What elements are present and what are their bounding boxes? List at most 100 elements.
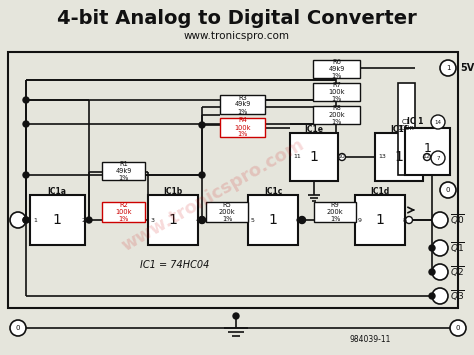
Bar [314,202,356,222]
Text: R2
100k
1%: R2 100k 1% [115,202,132,222]
Bar [313,106,360,124]
Text: 3: 3 [151,218,155,223]
Bar [313,60,360,78]
Circle shape [23,172,29,178]
Text: 9: 9 [358,218,362,223]
Text: 5V: 5V [460,63,474,73]
Circle shape [299,217,306,224]
Bar [220,95,265,114]
Circle shape [432,240,448,256]
Circle shape [10,212,26,228]
Text: 13: 13 [378,154,386,159]
Circle shape [432,212,448,228]
Text: IC1c: IC1c [264,187,282,197]
Circle shape [429,245,435,251]
Text: R3
49k9
1%: R3 49k9 1% [234,94,251,115]
Text: R7
100k
1%: R7 100k 1% [328,82,345,102]
Text: 7: 7 [436,155,440,160]
Text: 1: 1 [33,218,37,223]
Bar [206,202,248,222]
Text: 1: 1 [446,65,450,71]
Text: IC 1: IC 1 [407,118,423,126]
Bar [148,195,198,245]
Text: 1: 1 [375,213,384,227]
Text: 1: 1 [310,150,319,164]
Text: 0: 0 [446,187,450,193]
Text: $\overline{Q2}$: $\overline{Q2}$ [450,264,465,279]
Text: 12: 12 [422,154,430,159]
Text: www.tronicspro.com: www.tronicspro.com [184,31,290,41]
Text: $\overline{Q0}$: $\overline{Q0}$ [450,213,465,228]
Bar [102,162,145,180]
Circle shape [338,153,346,160]
Circle shape [299,217,305,223]
Text: 0: 0 [456,325,460,331]
Bar [30,195,85,245]
Text: 0: 0 [16,325,20,331]
Circle shape [199,217,205,223]
Bar [290,133,338,181]
Text: 11: 11 [293,154,301,159]
Circle shape [23,217,29,223]
Text: R8
200k
1%: R8 200k 1% [328,105,345,125]
Text: IC1e: IC1e [304,126,323,135]
Bar [313,83,360,101]
Circle shape [450,320,466,336]
Circle shape [23,217,29,223]
Text: R1
49k9
1%: R1 49k9 1% [115,161,132,181]
Text: 8: 8 [403,218,407,223]
Text: $\overline{Q1}$: $\overline{Q1}$ [450,241,465,256]
Text: R9
200k
1%: R9 200k 1% [327,202,343,222]
Text: 14: 14 [435,120,441,125]
Bar [355,195,405,245]
Text: www.tronicspro.com: www.tronicspro.com [118,136,308,255]
Text: IC1a: IC1a [47,187,66,197]
Text: 4-bit Analog to Digital Converter: 4-bit Analog to Digital Converter [57,9,417,27]
Text: 1: 1 [269,213,277,227]
Circle shape [429,293,435,299]
Bar [102,202,145,222]
Bar [398,83,415,175]
Circle shape [233,313,239,319]
Circle shape [405,217,412,224]
Text: IC1b: IC1b [164,187,182,197]
Circle shape [440,60,456,76]
Text: 1: 1 [424,142,432,154]
Circle shape [432,264,448,280]
Circle shape [440,182,456,198]
Circle shape [431,151,445,165]
Text: 4: 4 [196,218,200,223]
Text: IC1d: IC1d [370,187,390,197]
Text: 1: 1 [169,213,177,227]
Text: IC1f: IC1f [391,126,408,135]
Text: 6: 6 [296,218,300,223]
Text: 2: 2 [82,218,86,223]
Bar [248,195,298,245]
Text: 10: 10 [337,154,345,159]
Text: 1: 1 [394,150,403,164]
Bar [405,128,450,175]
Text: R5
200k
1%: R5 200k 1% [219,202,235,222]
Circle shape [23,97,29,103]
Circle shape [23,121,29,127]
Circle shape [199,122,205,128]
Bar [8,52,458,308]
Bar [375,133,423,181]
Circle shape [432,288,448,304]
Circle shape [86,217,92,223]
Circle shape [423,153,430,160]
Text: 5: 5 [251,218,255,223]
Circle shape [10,320,26,336]
Text: C1
100n: C1 100n [398,119,414,131]
Text: 984039-11: 984039-11 [349,335,391,344]
Text: $\overline{Q3}$: $\overline{Q3}$ [450,289,465,304]
Circle shape [199,172,205,178]
Text: R4
100k
1%: R4 100k 1% [234,118,251,137]
Circle shape [199,217,206,224]
Circle shape [429,269,435,275]
Text: IC1 = 74HC04: IC1 = 74HC04 [140,260,210,270]
Bar [220,118,265,137]
Circle shape [199,217,205,223]
Text: 1: 1 [53,213,62,227]
Circle shape [431,115,445,129]
